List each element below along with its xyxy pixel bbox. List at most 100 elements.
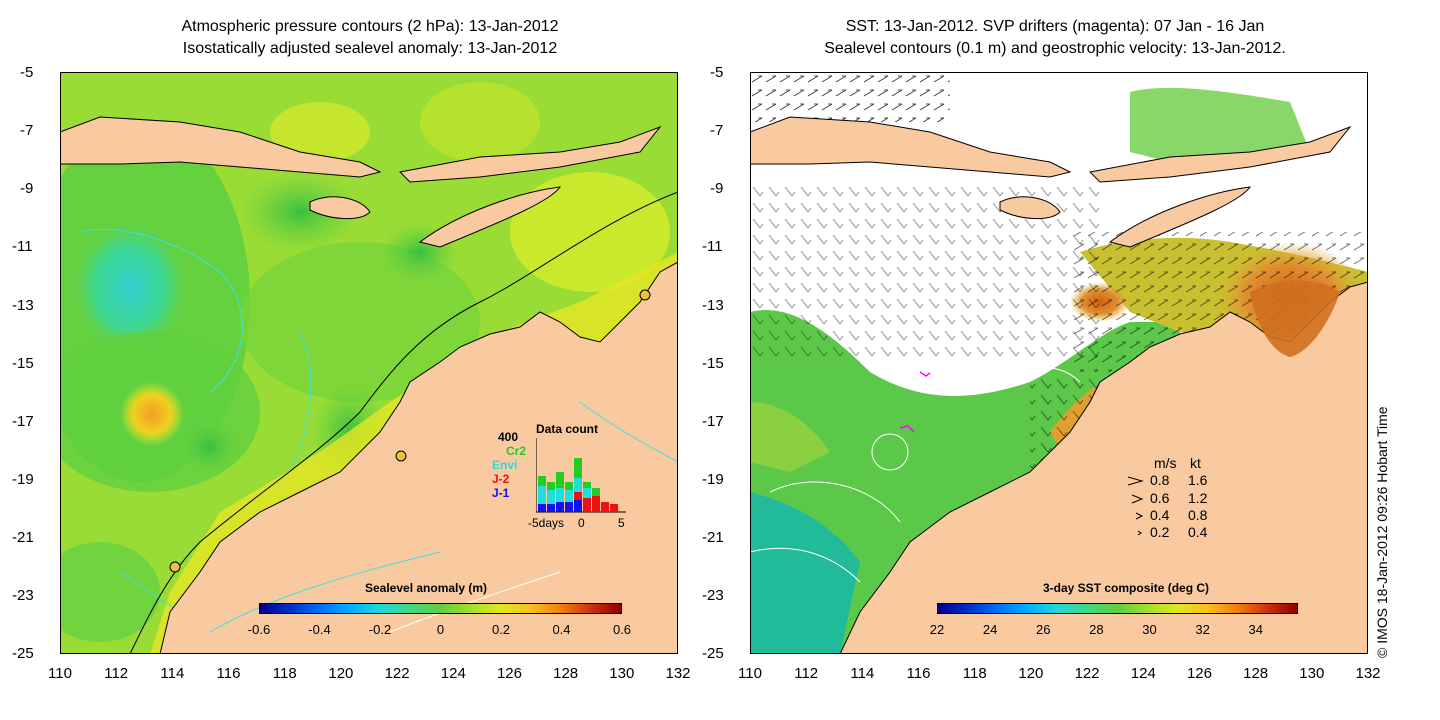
right-y-tick: -5 [710, 64, 724, 81]
right-y-tick: -23 [702, 587, 724, 604]
right-cbar-tick: 26 [1036, 622, 1051, 637]
left-x-tick: 132 [665, 665, 691, 682]
left-x-tick: 126 [496, 665, 522, 682]
right-x-tick: 110 [738, 665, 762, 682]
left-cbar-tick: 0.4 [552, 622, 571, 637]
left-y-tick: -21 [12, 529, 34, 546]
right-colorbar-title: 3-day SST composite (deg C) [1043, 581, 1210, 595]
right-y-tick: -11 [702, 238, 723, 255]
arrow-0-6-icon [1131, 494, 1144, 504]
right-cbar-tick: 28 [1089, 622, 1104, 637]
left-y-tick: -11 [12, 238, 33, 255]
svp-drifter-track [899, 425, 915, 433]
left-y-tick: -23 [12, 587, 34, 604]
left-x-axis: 110 112 114 116 118 120 122 124 126 128 … [48, 665, 690, 685]
sst-velocity-map [750, 72, 1368, 654]
left-y-tick: -9 [20, 180, 34, 197]
right-cbar-tick: 32 [1195, 622, 1210, 637]
speed-legend-kt: 1.2 [1188, 490, 1208, 506]
left-y-tick: -5 [20, 64, 34, 81]
java-lesser-sunda-island [750, 116, 1072, 178]
right-y-tick: -21 [702, 529, 724, 546]
speed-legend: m/s kt 0.8 1.6 0.6 1.2 0.4 0.8 0.2 0.4 [1124, 455, 1234, 545]
right-colorbar-ticks: 22 24 26 28 30 32 34 [930, 622, 1296, 640]
java-lesser-sunda-island [60, 116, 382, 178]
speed-legend-ms: 0.6 [1150, 490, 1170, 506]
right-y-tick: -17 [702, 413, 724, 430]
left-title-line1: Atmospheric pressure contours (2 hPa): 1… [181, 18, 559, 35]
arrow-0-8-icon [1127, 476, 1144, 486]
arrow-0-4-icon [1135, 512, 1144, 520]
left-cbar-tick: 0 [436, 622, 445, 637]
right-y-tick: -15 [702, 355, 724, 372]
left-cbar-tick: -0.6 [247, 622, 271, 637]
left-y-tick: -17 [12, 413, 34, 430]
right-colorbar [937, 603, 1298, 614]
right-x-tick: 114 [850, 665, 875, 682]
arrow-0-2-icon [1137, 530, 1142, 536]
left-x-tick: 116 [216, 665, 241, 682]
right-cbar-tick: 24 [982, 622, 998, 637]
right-x-tick: 116 [906, 665, 931, 682]
right-x-tick: 126 [1186, 665, 1212, 682]
speed-legend-arrows [1127, 476, 1144, 536]
speed-legend-header-kt: kt [1190, 455, 1201, 471]
speed-legend-kt: 1.6 [1188, 472, 1208, 488]
high-anomaly-blob [120, 382, 184, 446]
imos-timestamp: © IMOS 18-Jan-2012 09:26 Hobart Time [1374, 406, 1390, 658]
right-x-tick: 124 [1130, 665, 1156, 682]
right-x-tick: 128 [1243, 665, 1269, 682]
sealevel-anomaly-map-svg [60, 72, 678, 654]
left-y-tick: -13 [12, 297, 34, 314]
sst-velocity-map-svg [750, 72, 1368, 654]
left-cbar-tick: 0.2 [491, 622, 511, 637]
inset-ymax: 400 [498, 430, 519, 444]
right-y-tick: -13 [702, 297, 724, 314]
sumba-island [999, 196, 1061, 220]
left-colorbar [259, 603, 622, 614]
inset-xlabel-right: 5 [618, 516, 625, 530]
left-cbar-tick: -0.2 [368, 622, 392, 637]
tide-gauge-marker [169, 561, 181, 573]
left-title-line2: Isostatically adjusted sealevel anomaly:… [182, 40, 558, 57]
tide-gauge-marker [395, 450, 407, 462]
inset-mission-j1: J-1 [492, 486, 510, 500]
left-y-tick: -7 [20, 122, 34, 139]
speed-legend-ms: 0.4 [1150, 507, 1170, 523]
left-y-tick: -19 [12, 471, 34, 488]
left-x-tick: 122 [384, 665, 410, 682]
flores-island [1088, 125, 1352, 183]
right-title-line2: Sealevel contours (0.1 m) and geostrophi… [824, 40, 1286, 57]
left-x-tick: 112 [104, 665, 129, 682]
inset-title: Data count [536, 422, 599, 436]
inset-xlabel-zero: 0 [578, 516, 585, 530]
left-x-tick: 130 [609, 665, 635, 682]
inset-mission-cr2: Cr2 [506, 444, 527, 458]
right-x-tick: 132 [1355, 665, 1381, 682]
timor-island [418, 186, 562, 248]
data-count-inset: Data count 400 Cr2 Envi J-2 J-1 -5days 0… [490, 420, 630, 535]
left-x-tick: 118 [272, 665, 297, 682]
right-cbar-tick: 30 [1142, 622, 1157, 637]
right-y-tick: -25 [702, 645, 724, 662]
speed-legend-kt: 0.8 [1188, 507, 1208, 523]
right-x-tick: 130 [1299, 665, 1325, 682]
speed-legend-ms: 0.2 [1150, 524, 1170, 540]
right-title-line1: SST: 13-Jan-2012. SVP drifters (magenta)… [845, 18, 1265, 35]
right-x-tick: 122 [1074, 665, 1100, 682]
svp-drifter-track [919, 371, 931, 377]
right-x-tick: 112 [794, 665, 819, 682]
right-y-tick: -7 [710, 122, 724, 139]
left-cbar-tick: 0.6 [612, 622, 632, 637]
right-x-tick: 120 [1018, 665, 1044, 682]
left-y-tick: -15 [12, 355, 34, 372]
right-cbar-tick: 34 [1248, 622, 1264, 637]
right-y-tick: -19 [702, 471, 724, 488]
right-x-axis: 110 112 114 116 118 120 122 124 126 128 … [738, 665, 1380, 685]
sumba-island [309, 196, 371, 220]
right-cbar-tick: 22 [929, 622, 945, 637]
left-x-tick: 124 [440, 665, 466, 682]
left-x-tick: 128 [553, 665, 579, 682]
pressure-contour [129, 191, 678, 654]
speed-legend-header-ms: m/s [1154, 455, 1177, 471]
